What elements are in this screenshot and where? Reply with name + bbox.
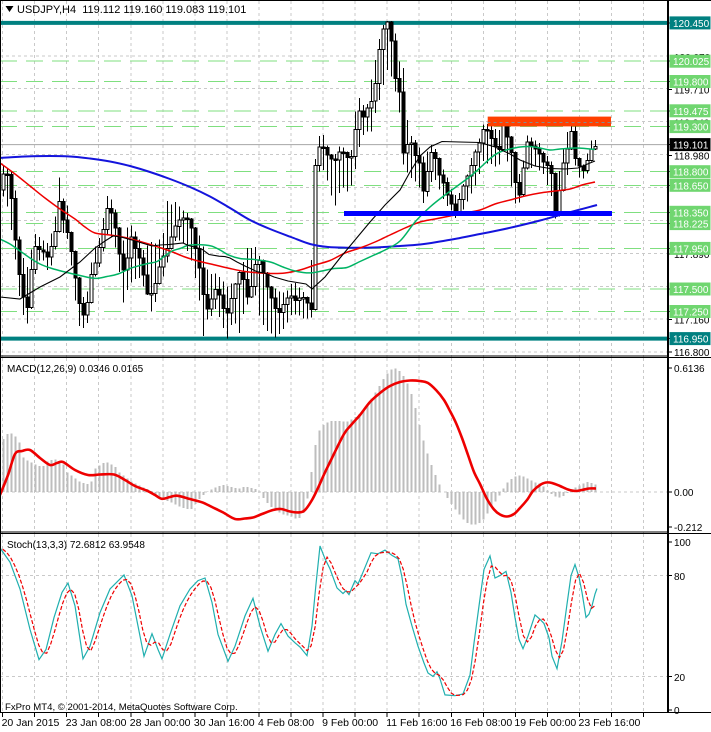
svg-text:118.350: 118.350 [673, 208, 709, 219]
svg-text:Stoch(13,3,3) 72.6812 63.9548: Stoch(13,3,3) 72.6812 63.9548 [7, 540, 145, 551]
svg-text:120.450: 120.450 [673, 19, 710, 30]
svg-text:80: 80 [674, 572, 686, 583]
svg-text:118.225: 118.225 [673, 220, 709, 231]
svg-text:117.500: 117.500 [673, 285, 709, 296]
svg-text:28 Jan 00:00: 28 Jan 00:00 [130, 717, 191, 729]
svg-text:USDJPY,H4 119.112 119.160 119: USDJPY,H4 119.112 119.160 119.083 119.10… [17, 4, 246, 16]
svg-text:118.650: 118.650 [673, 181, 709, 192]
svg-text:118.800: 118.800 [673, 168, 709, 179]
svg-text:19 Feb 00:00: 19 Feb 00:00 [514, 717, 576, 729]
svg-text:20: 20 [674, 673, 686, 684]
svg-text:FxPro MT4, © 2001-2014, MetaQu: FxPro MT4, © 2001-2014, MetaQuotes Softw… [5, 702, 238, 713]
svg-text:-0.212: -0.212 [674, 523, 703, 534]
svg-text:116.800: 116.800 [674, 348, 710, 359]
svg-text:117.950: 117.950 [673, 244, 709, 255]
svg-text:0: 0 [674, 706, 680, 717]
svg-text:117.890: 117.890 [674, 250, 710, 261]
svg-text:23 Jan 08:00: 23 Jan 08:00 [66, 717, 127, 729]
svg-text:119.800: 119.800 [673, 78, 709, 89]
svg-text:119.300: 119.300 [673, 123, 709, 134]
svg-text:118.980: 118.980 [674, 152, 710, 163]
svg-text:9 Feb 00:00: 9 Feb 00:00 [322, 717, 378, 729]
svg-text:100: 100 [674, 538, 691, 549]
svg-text:120.025: 120.025 [673, 57, 710, 68]
svg-text:119.710: 119.710 [674, 86, 710, 97]
svg-text:MACD(12,26,9) 0.0346 0.0165: MACD(12,26,9) 0.0346 0.0165 [7, 364, 144, 375]
svg-text:16 Feb 08:00: 16 Feb 08:00 [450, 717, 512, 729]
svg-text:119.101: 119.101 [673, 141, 709, 152]
svg-text:30 Jan 16:00: 30 Jan 16:00 [194, 717, 255, 729]
svg-text:4 Feb 08:00: 4 Feb 08:00 [258, 717, 314, 729]
svg-text:117.160: 117.160 [674, 316, 710, 327]
svg-text:119.475: 119.475 [673, 107, 709, 118]
svg-text:20 Jan 2015: 20 Jan 2015 [2, 717, 60, 729]
svg-text:0.6136: 0.6136 [674, 364, 705, 375]
svg-text:117.250: 117.250 [673, 308, 709, 319]
svg-text:116.950: 116.950 [673, 335, 709, 346]
svg-text:23 Feb 16:00: 23 Feb 16:00 [579, 717, 641, 729]
svg-text:11 Feb 16:00: 11 Feb 16:00 [386, 717, 447, 729]
svg-text:0.00: 0.00 [674, 488, 694, 499]
